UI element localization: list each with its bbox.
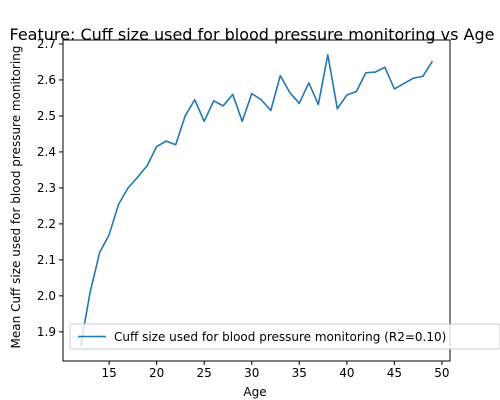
series-line-0: [79, 53, 434, 347]
x-axis-ticks: 15 20 25 30 35 40 45 50: [101, 361, 450, 380]
x-tick-label: 20: [149, 366, 164, 380]
y-axis-label: Mean Cuff size used for blood pressure m…: [9, 46, 23, 349]
x-axis-label: Age: [243, 385, 266, 399]
plot-area-frame: [62, 39, 451, 362]
x-tick-label: 30: [244, 366, 259, 380]
y-tick-label: 2.1: [37, 253, 56, 267]
y-tick-label: 2.7: [37, 37, 56, 51]
y-tick-label: 2.6: [37, 73, 56, 87]
y-tick-label: 2.0: [37, 289, 56, 303]
x-tick-label: 40: [339, 366, 354, 380]
y-tick-label: 2.5: [37, 109, 56, 123]
x-tick-label: 15: [101, 366, 116, 380]
legend-box: [69, 323, 500, 350]
x-tick-label: 50: [434, 366, 449, 380]
y-tick-label: 2.4: [37, 145, 56, 159]
legend-label: Cuff size used for blood pressure monito…: [114, 330, 446, 344]
chart-title: Feature: Cuff size used for blood pressu…: [10, 25, 495, 44]
legend: Cuff size used for blood pressure monito…: [69, 323, 500, 350]
y-axis-ticks: 1.9 2.0 2.1 2.2 2.3 2.4 2.5 2.6 2.7: [37, 37, 63, 339]
y-tick-label: 2.3: [37, 181, 56, 195]
x-tick-label: 25: [197, 366, 212, 380]
axes-frame: [62, 39, 451, 362]
series-layer: [79, 53, 434, 347]
y-tick-label: 1.9: [37, 325, 56, 339]
x-tick-label: 35: [292, 366, 307, 380]
x-tick-label: 45: [387, 366, 402, 380]
y-tick-label: 2.2: [37, 217, 56, 231]
